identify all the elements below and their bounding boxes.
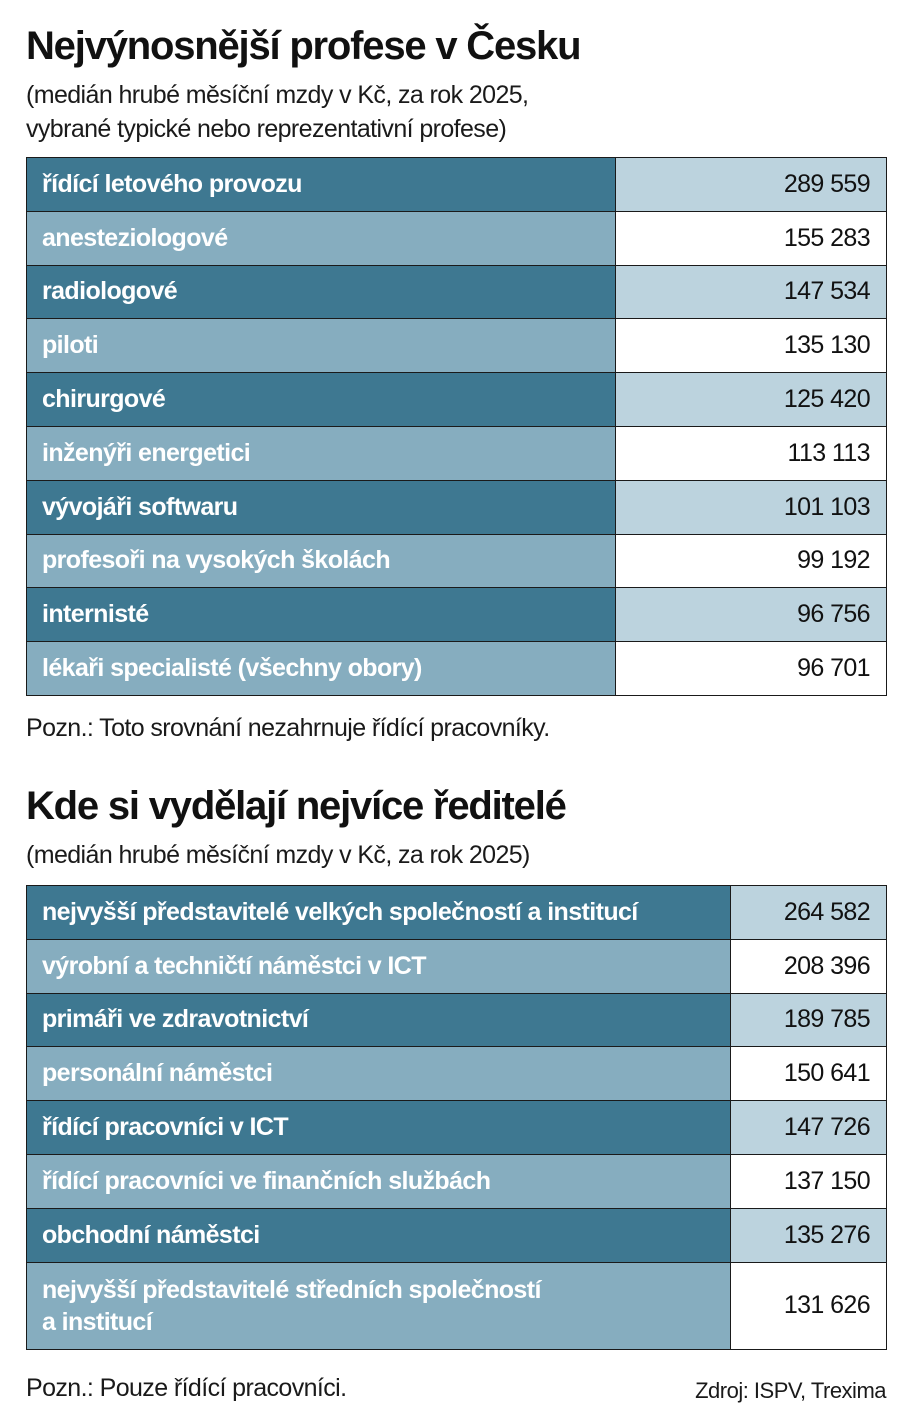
- row-value: 289 559: [615, 157, 887, 212]
- professions-table: řídící letového provozu 289 559 anesteziol…: [26, 157, 887, 696]
- row-label: piloti: [26, 318, 616, 374]
- row-value: 208 396: [730, 938, 887, 994]
- row-value: 131 626: [730, 1261, 887, 1350]
- row-label: vývojáři softwaru: [26, 479, 616, 535]
- row-value: 99 192: [615, 533, 887, 589]
- table-row: piloti 135 130: [26, 318, 887, 374]
- table-row: výrobní a techničtí náměstci v ICT 208 39…: [26, 938, 887, 994]
- row-label: personální náměstci: [26, 1046, 731, 1102]
- table-row: primáři ve zdravotnictví 189 785: [26, 992, 887, 1048]
- table2-subtitle: (medián hrubé měsíční mzdy v Kč, za rok …: [26, 838, 530, 872]
- row-label: nejvyšší představitelé velkých společnos…: [26, 885, 731, 940]
- row-label: řídící letového provozu: [26, 157, 616, 212]
- table-row: chirurgové 125 420: [26, 372, 887, 427]
- table-row: nejvyšší představitelé velkých společnos…: [26, 885, 887, 940]
- table-row: internisté 96 756: [26, 587, 887, 643]
- table-row: řídící pracovníci ve finančních službách…: [26, 1153, 887, 1209]
- source-credit: Zdroj: ISPV, Trexima: [695, 1378, 886, 1403]
- row-value: 113 113: [615, 425, 887, 481]
- row-value: 96 701: [615, 641, 887, 696]
- row-label: inženýři energetici: [26, 425, 616, 481]
- table1-note: Pozn.: Toto srovnání nezahrnuje řídící p…: [26, 714, 550, 742]
- table-row: profesoři na vysokých školách 99 192: [26, 533, 887, 589]
- table-row: řídící letového provozu 289 559: [26, 157, 887, 212]
- table1-subtitle-line-1: (medián hrubé měsíční mzdy v Kč, za rok …: [26, 81, 529, 109]
- row-value: 150 641: [730, 1046, 887, 1102]
- table-row: radiologové 147 534: [26, 264, 887, 320]
- table2-note: Pozn.: Pouze řídící pracovníci.: [26, 1374, 347, 1402]
- table2-subtitle-line-1: (medián hrubé měsíční mzdy v Kč, za rok …: [26, 841, 530, 869]
- row-value: 189 785: [730, 992, 887, 1048]
- row-label: anesteziologové: [26, 210, 616, 266]
- row-value: 96 756: [615, 587, 887, 643]
- row-value: 264 582: [730, 885, 887, 940]
- row-value: 125 420: [615, 372, 887, 427]
- table2-title: Kde si vydělají nejvíce ředitelé: [26, 784, 567, 828]
- table-row: nejvyšší představitelé středních společn…: [26, 1261, 887, 1350]
- row-value: 147 534: [615, 264, 887, 320]
- row-label: internisté: [26, 587, 616, 643]
- table-row: lékaři specialisté (všechny obory) 96 701: [26, 641, 887, 696]
- row-label: řídící pracovníci v ICT: [26, 1100, 731, 1155]
- row-value: 155 283: [615, 210, 887, 266]
- table-row: řídící pracovníci v ICT 147 726: [26, 1100, 887, 1155]
- row-label: lékaři specialisté (všechny obory): [26, 641, 616, 696]
- row-label: nejvyšší představitelé středních společn…: [26, 1261, 731, 1350]
- row-value: 137 150: [730, 1153, 887, 1209]
- row-label: primáři ve zdravotnictví: [26, 992, 731, 1048]
- row-label: radiologové: [26, 264, 616, 320]
- table1-title: Nejvýnosnější profese v Česku: [26, 24, 582, 68]
- row-value: 135 130: [615, 318, 887, 374]
- row-value: 135 276: [730, 1207, 887, 1263]
- row-value: 147 726: [730, 1100, 887, 1155]
- table1-subtitle-line-2: vybrané typické nebo reprezentativní pro…: [26, 115, 507, 143]
- table-row: anesteziologové 155 283: [26, 210, 887, 266]
- table1-subtitle: (medián hrubé měsíční mzdy v Kč, za rok …: [26, 78, 529, 146]
- table-row: obchodní náměstci 135 276: [26, 1207, 887, 1263]
- row-label: chirurgové: [26, 372, 616, 427]
- table-row: personální náměstci 150 641: [26, 1046, 887, 1102]
- directors-table: nejvyšší představitelé velkých společnos…: [26, 885, 887, 1350]
- row-label: řídící pracovníci ve finančních službách: [26, 1153, 731, 1209]
- table-row: inženýři energetici 113 113: [26, 425, 887, 481]
- row-label-line: nejvyšší představitelé středních společn…: [42, 1275, 541, 1304]
- row-label-line: a institucí: [42, 1307, 153, 1336]
- row-value: 101 103: [615, 479, 887, 535]
- row-label: profesoři na vysokých školách: [26, 533, 616, 589]
- table-row: vývojáři softwaru 101 103: [26, 479, 887, 535]
- row-label: obchodní náměstci: [26, 1207, 731, 1263]
- row-label: výrobní a techničtí náměstci v ICT: [26, 938, 731, 994]
